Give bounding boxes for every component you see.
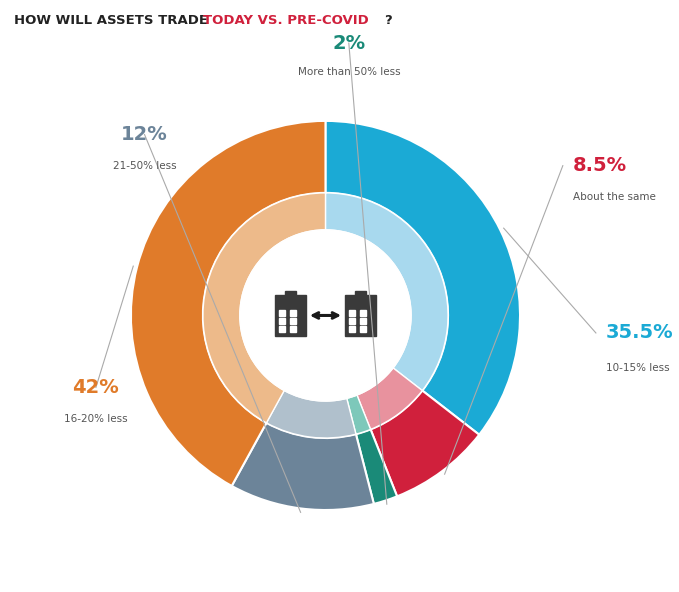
Bar	[349, 318, 355, 324]
Text: 8.5%: 8.5%	[572, 156, 627, 175]
Bar	[349, 326, 355, 332]
Bar	[279, 326, 285, 332]
Bar	[290, 318, 296, 324]
Wedge shape	[325, 193, 448, 391]
Text: More than 50% less: More than 50% less	[297, 67, 400, 78]
Text: 2%: 2%	[332, 34, 365, 53]
Bar	[290, 326, 296, 332]
Bar	[360, 318, 366, 324]
Circle shape	[240, 230, 411, 401]
Bar	[290, 310, 296, 316]
Bar	[279, 310, 285, 316]
Wedge shape	[266, 391, 356, 438]
Wedge shape	[232, 423, 374, 510]
Text: About the same: About the same	[572, 192, 655, 202]
Text: 10-15% less: 10-15% less	[606, 363, 669, 373]
Bar	[355, 291, 366, 295]
Bar	[285, 291, 296, 295]
Text: 21-50% less: 21-50% less	[113, 160, 177, 170]
Text: 12%: 12%	[121, 125, 168, 144]
Wedge shape	[356, 429, 397, 504]
Wedge shape	[371, 391, 479, 496]
Text: 16-20% less: 16-20% less	[64, 414, 128, 423]
Bar	[349, 310, 355, 316]
Bar	[360, 310, 366, 316]
Bar	[360, 326, 366, 332]
Bar	[279, 318, 285, 324]
Wedge shape	[203, 193, 325, 423]
Text: TODAY VS. PRE-COVID: TODAY VS. PRE-COVID	[203, 14, 369, 27]
Text: HOW WILL ASSETS TRADE: HOW WILL ASSETS TRADE	[14, 14, 213, 27]
Wedge shape	[325, 121, 520, 435]
Text: 35.5%: 35.5%	[606, 323, 674, 342]
Bar	[345, 295, 376, 336]
Text: 42%: 42%	[73, 378, 120, 397]
Bar	[275, 295, 306, 336]
Text: ?: ?	[384, 14, 392, 27]
Wedge shape	[347, 395, 371, 434]
Wedge shape	[131, 121, 325, 486]
Wedge shape	[357, 368, 422, 429]
